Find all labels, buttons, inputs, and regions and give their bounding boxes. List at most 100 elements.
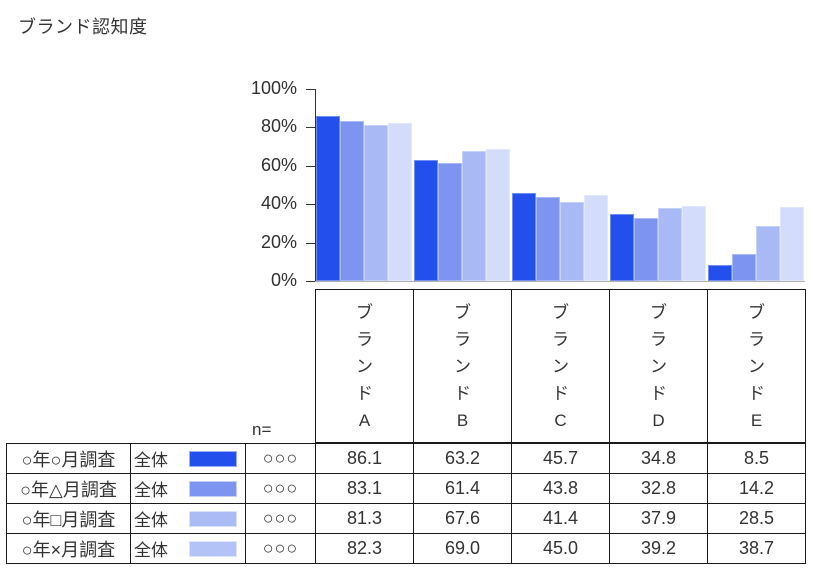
value-cell: 83.1 [315, 473, 414, 504]
y-tick-label: 80% [260, 116, 297, 137]
group-label: 全体 [134, 541, 168, 560]
bar [780, 206, 804, 281]
bar [732, 253, 756, 281]
bar-group [512, 89, 610, 281]
value-cell: 39.2 [609, 533, 708, 564]
category-label-char: ラ [748, 329, 765, 349]
bar [536, 196, 560, 281]
category-label-char: B [456, 410, 469, 430]
category-label-char: E [750, 410, 763, 430]
legend-swatch [189, 510, 237, 527]
survey-label-cell: ○年△月調査 [6, 473, 131, 504]
value-cell: 45.0 [511, 533, 610, 564]
value-cell: 38.7 [707, 533, 806, 564]
y-tick-label: 0% [270, 270, 297, 291]
bar [340, 121, 364, 281]
category-label-char: ラ [454, 329, 471, 349]
legend-swatch [189, 540, 237, 557]
category-label-char: ド [650, 383, 667, 403]
group-legend-cell: 全体 [130, 443, 246, 474]
category-label-char: ブ [650, 302, 667, 322]
value-cell: 69.0 [413, 533, 512, 564]
category-label-char: ラ [650, 329, 667, 349]
category-label-char: ン [454, 356, 471, 376]
value-cell: 34.8 [609, 443, 708, 474]
group-legend-cell: 全体 [130, 473, 246, 504]
bar-group [610, 89, 708, 281]
legend-swatch [189, 450, 237, 467]
y-tick-mark [306, 281, 315, 282]
group-label: 全体 [134, 481, 168, 500]
n-value-cell: ○○○ [245, 503, 316, 534]
bar [512, 193, 536, 281]
category-label-char: ブ [552, 302, 569, 322]
n-value-cell: ○○○ [245, 473, 316, 504]
category-label-char: ド [748, 383, 765, 403]
data-table-body: ○年○月調査 全体 ○○○ 86.1 63.2 45.7 34.8 8.5 ○年△月調査 全体 ○○… [6, 443, 806, 564]
category-label-char: C [554, 410, 567, 430]
bar-group [316, 89, 414, 281]
group-legend-cell: 全体 [130, 503, 246, 534]
value-cell: 86.1 [315, 443, 414, 474]
bar [610, 214, 634, 281]
x-axis-line [315, 281, 805, 282]
y-tick-mark [306, 242, 315, 244]
bar [658, 208, 682, 281]
group-legend-wrap: 全体 [132, 535, 245, 563]
table-row: ○年△月調査 全体 ○○○ 83.1 61.4 43.8 32.8 14.2 [6, 473, 806, 504]
bar [486, 148, 510, 281]
bar [708, 264, 732, 281]
value-cell: 14.2 [707, 473, 806, 504]
bar [584, 194, 608, 281]
n-value-cell: ○○○ [245, 533, 316, 564]
data-table: ○年○月調査 全体 ○○○ 86.1 63.2 45.7 34.8 8.5 ○年△月調査 全体 ○○… [6, 443, 806, 564]
bar [682, 205, 706, 281]
y-tick-mark [306, 204, 315, 206]
bar [414, 159, 438, 281]
group-legend-cell: 全体 [130, 533, 246, 564]
n-value-cell: ○○○ [245, 443, 316, 474]
bar [560, 201, 584, 281]
table-row: ○年○月調査 全体 ○○○ 86.1 63.2 45.7 34.8 8.5 [6, 443, 806, 474]
category-label-char: ド [356, 383, 373, 403]
bar-group [708, 89, 806, 281]
bar [756, 226, 780, 281]
value-cell: 8.5 [707, 443, 806, 474]
category-label-char: ド [552, 383, 569, 403]
bar [634, 218, 658, 281]
bar [364, 124, 388, 281]
category-label-char: ブ [748, 302, 765, 322]
value-cell: 37.9 [609, 503, 708, 534]
legend-swatch [189, 480, 237, 497]
group-label: 全体 [134, 451, 168, 470]
survey-label-cell: ○年□月調査 [6, 503, 131, 534]
category-label-char: ン [748, 356, 765, 376]
category-label-char: ド [454, 383, 471, 403]
value-cell: 81.3 [315, 503, 414, 534]
y-tick-label: 40% [260, 193, 297, 214]
category-label-char: D [652, 410, 665, 430]
category-label-char: ン [552, 356, 569, 376]
group-legend-wrap: 全体 [132, 445, 245, 473]
y-tick-mark [306, 89, 315, 90]
y-tick-mark [306, 127, 315, 129]
table-row: ○年×月調査 全体 ○○○ 82.3 69.0 45.0 39.2 38.7 [6, 533, 806, 564]
category-label-char: ブ [454, 302, 471, 322]
n-label: n= [252, 420, 272, 439]
category-label-char: ラ [356, 329, 373, 349]
value-cell: 45.7 [511, 443, 610, 474]
bar [438, 163, 462, 281]
value-cell: 43.8 [511, 473, 610, 504]
bar [462, 151, 486, 281]
y-axis-line [315, 89, 316, 282]
value-cell: 61.4 [413, 473, 512, 504]
value-cell: 82.3 [315, 533, 414, 564]
